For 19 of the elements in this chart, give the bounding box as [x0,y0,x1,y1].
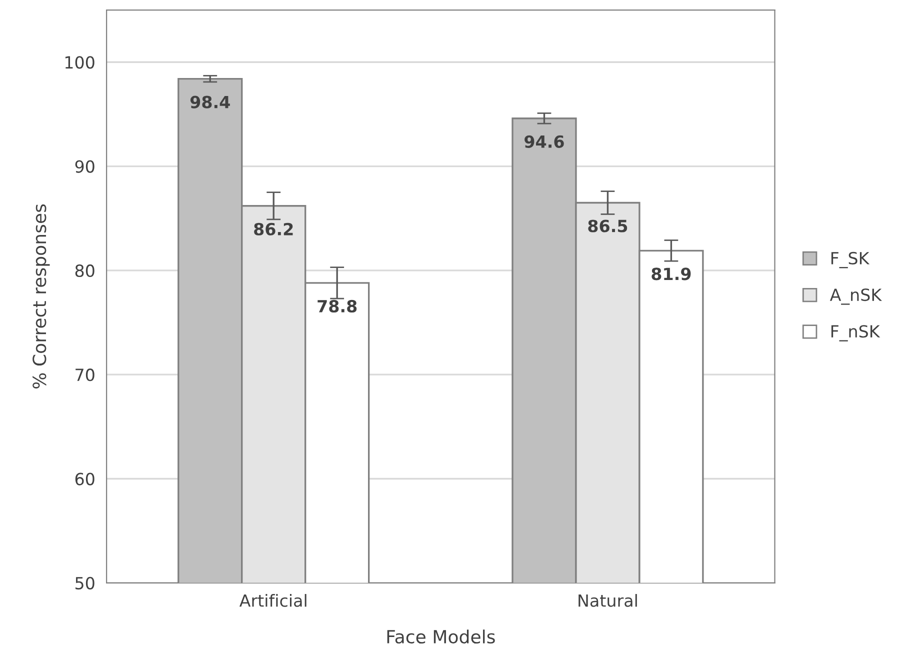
data-label: 94.6 [524,135,564,148]
y-tick-label: 60 [75,472,94,486]
y-axis-title: % Correct responses [32,204,50,388]
y-tick-label: 70 [76,368,94,382]
data-label: 81.9 [652,268,691,280]
x-tick-label: Artificial [239,594,306,607]
data-label: 86.5 [588,220,628,232]
x-axis-title: Face Models [387,630,495,644]
legend-label: F_SK [831,252,870,268]
legend-label: A_nSK [830,288,882,305]
x-tick-label: Natural [578,594,637,607]
y-tick-label: 100 [65,56,94,69]
data-label: 86.2 [254,222,293,236]
data-label: 78.8 [318,300,357,313]
y-tick-label: 80 [75,264,94,278]
y-tick-label: 50 [76,576,94,590]
y-tick-label: 90 [75,160,94,173]
data-label: 98.4 [190,96,230,108]
legend-label: F_nSK [831,325,880,342]
